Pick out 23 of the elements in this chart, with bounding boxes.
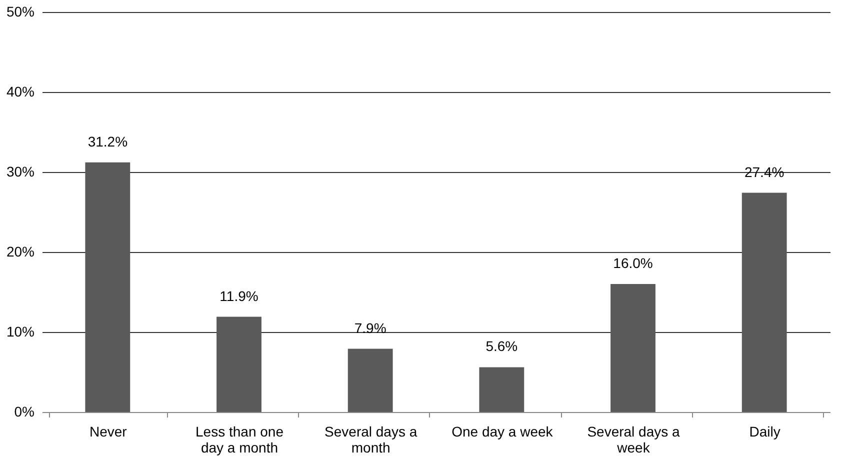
bar	[348, 348, 393, 412]
y-tick-label: 10%	[6, 324, 34, 340]
y-tick-label: 50%	[6, 4, 34, 20]
data-label: 5.6%	[486, 338, 518, 354]
bar	[85, 162, 130, 412]
x-tick-label: Several days a month	[324, 424, 418, 456]
data-label: 11.9%	[220, 288, 258, 304]
y-tick-label: 30%	[6, 164, 34, 180]
x-tick-label: One day a week	[452, 424, 554, 440]
data-label: 31.2%	[88, 133, 128, 150]
bar	[610, 284, 656, 412]
x-tick-label: Never	[89, 424, 128, 440]
bar	[216, 316, 262, 412]
y-tick-label: 20%	[6, 244, 34, 260]
x-tick-label: Less than one day a month	[196, 424, 284, 456]
y-tick-label: 0%	[14, 404, 34, 420]
x-tick-label: Several days a week	[587, 424, 680, 456]
data-label: 7.9%	[354, 320, 386, 336]
x-tick-label: Daily	[749, 424, 780, 440]
bar	[742, 192, 787, 412]
data-label: 16.0%	[613, 255, 653, 271]
y-tick-label: 40%	[6, 84, 34, 100]
bar	[479, 367, 524, 412]
